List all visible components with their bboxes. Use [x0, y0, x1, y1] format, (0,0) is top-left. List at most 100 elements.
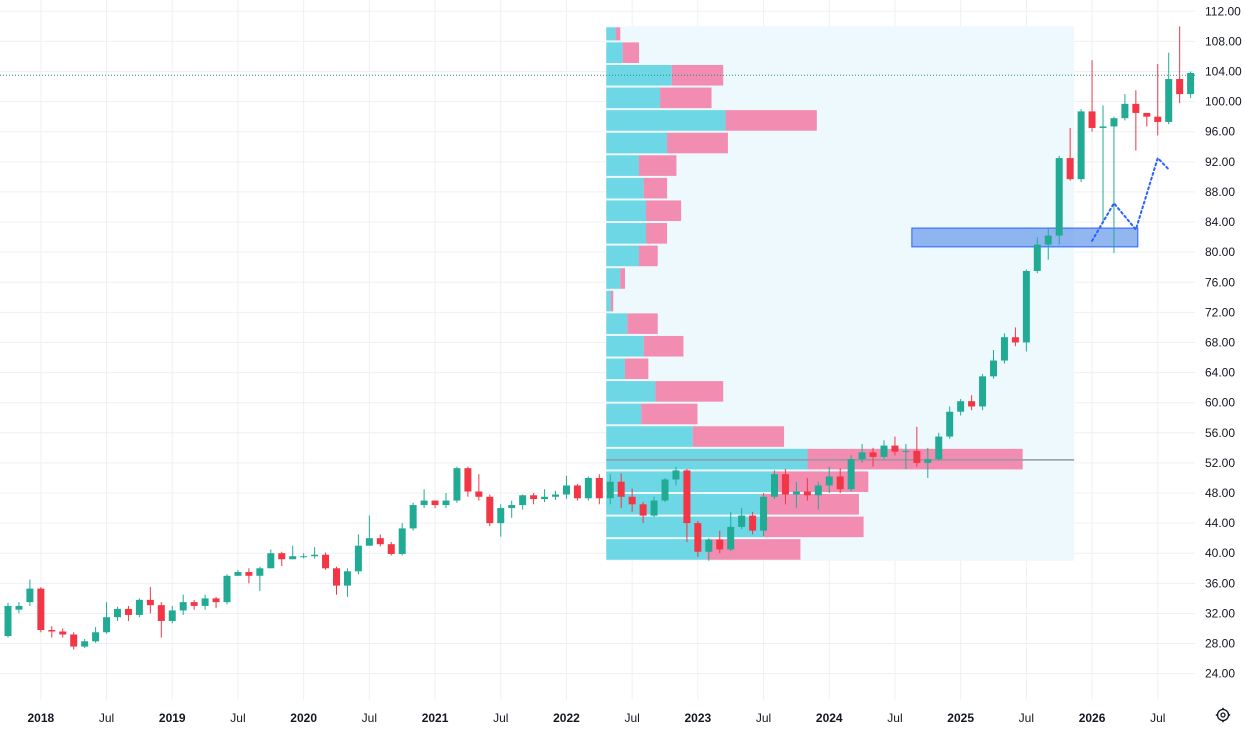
x-tick-label: Jul — [887, 711, 902, 725]
candle-body — [957, 401, 965, 412]
y-tick-label: 32.00 — [1205, 606, 1235, 620]
candle-body — [1055, 158, 1063, 236]
candle-body — [190, 602, 198, 606]
candle-body — [738, 515, 746, 527]
volume-bar-down — [643, 335, 684, 357]
candle-body — [541, 496, 549, 500]
volume-bar-down — [692, 426, 785, 447]
candle-body — [333, 568, 340, 586]
y-axis[interactable]: 24.00 28.00 32.00 36.00 40.00 44.00 48.00 52.00… — [1205, 4, 1242, 680]
candle-body — [508, 505, 516, 509]
y-tick-label: 76.00 — [1205, 275, 1235, 289]
candle-body — [990, 360, 997, 377]
candle-body — [1011, 337, 1019, 343]
candle-body — [398, 528, 406, 554]
support-zone[interactable] — [911, 227, 1139, 248]
candle-body — [968, 401, 976, 407]
candle-body — [595, 477, 603, 499]
candle-body — [606, 481, 614, 499]
candle-body — [15, 605, 23, 610]
volume-bar-down — [620, 268, 625, 289]
candle-body — [278, 553, 286, 560]
candle-body — [792, 491, 800, 495]
candle-body — [103, 617, 111, 633]
candle-body — [234, 572, 242, 576]
gear-icon — [1215, 707, 1231, 728]
y-tick-label: 72.00 — [1205, 305, 1235, 319]
y-tick-label: 96.00 — [1205, 125, 1235, 139]
candle-body — [530, 495, 538, 500]
y-tick-label: 52.00 — [1205, 456, 1235, 470]
volume-bar-down — [667, 132, 728, 154]
volume-bar-down — [671, 64, 724, 86]
volume-bar-up — [606, 155, 640, 176]
y-tick-label: 100.00 — [1205, 95, 1242, 109]
candle-body — [114, 608, 121, 618]
candle-body — [705, 539, 713, 552]
candle-body — [683, 470, 691, 524]
candle-body — [4, 605, 12, 637]
candle-body — [1176, 79, 1184, 95]
y-tick-label: 48.00 — [1205, 486, 1235, 500]
candle-body — [135, 599, 143, 615]
candle-body — [584, 477, 592, 499]
candle-body — [179, 602, 187, 611]
x-tick-label: 2024 — [816, 711, 843, 725]
candle-body — [37, 588, 45, 630]
volume-bar-down — [639, 155, 677, 176]
volume-bar-up — [606, 358, 625, 380]
candle-body — [376, 538, 384, 545]
candle-body — [902, 450, 910, 452]
candle-body — [201, 598, 209, 606]
volume-bar-up — [606, 268, 621, 289]
candle-body — [749, 515, 757, 531]
candle-body — [825, 476, 833, 486]
candle-body — [92, 632, 100, 642]
candle-body — [1022, 270, 1030, 343]
x-tick-label: Jul — [493, 711, 508, 725]
volume-bar-up — [606, 290, 611, 312]
candle-body — [365, 538, 373, 546]
candle-body — [343, 571, 351, 586]
y-tick-label: 40.00 — [1205, 546, 1235, 560]
x-axis[interactable]: 2018 Jul 2019 Jul 2020 Jul 2021 Jul 2022 Jul 2023 J… — [27, 711, 1165, 725]
candle-body — [869, 452, 877, 457]
volume-bar-down — [627, 313, 658, 334]
support-zone-box — [911, 227, 1139, 248]
candle-body — [354, 545, 362, 572]
candle-body — [858, 452, 866, 460]
volume-bar-down — [641, 403, 698, 425]
candle-body — [814, 485, 822, 496]
x-tick-label: 2021 — [422, 711, 449, 725]
x-tick-label: Jul — [1150, 711, 1165, 725]
candle-body — [935, 436, 943, 460]
volume-bar-down — [762, 516, 864, 538]
chart-settings-button[interactable] — [1214, 707, 1232, 728]
candle-body — [453, 468, 461, 501]
volume-bar-up — [606, 42, 623, 63]
x-tick-label: Jul — [99, 711, 114, 725]
candle-body — [1088, 111, 1096, 128]
y-tick-label: 104.00 — [1205, 65, 1242, 79]
candle-body — [1132, 103, 1140, 113]
volume-bar-up — [606, 448, 808, 470]
volume-bar-up — [606, 403, 642, 425]
y-tick-label: 60.00 — [1205, 396, 1235, 410]
volume-bar-down — [615, 27, 621, 41]
candle-body — [256, 568, 264, 576]
candle-body — [486, 496, 494, 524]
y-tick-label: 112.00 — [1205, 4, 1241, 18]
volume-bar-down — [646, 223, 668, 244]
candle-body — [628, 496, 636, 505]
volume-bar-up — [606, 27, 616, 41]
candle-body — [573, 485, 581, 499]
volume-bar-up — [606, 539, 707, 560]
candle-body — [1187, 73, 1195, 95]
volume-bar-down — [660, 87, 712, 109]
candle-body — [519, 495, 527, 506]
candle-body — [716, 539, 724, 550]
candle-body — [157, 605, 165, 621]
candle-body — [672, 470, 680, 480]
candle-body — [311, 554, 319, 557]
